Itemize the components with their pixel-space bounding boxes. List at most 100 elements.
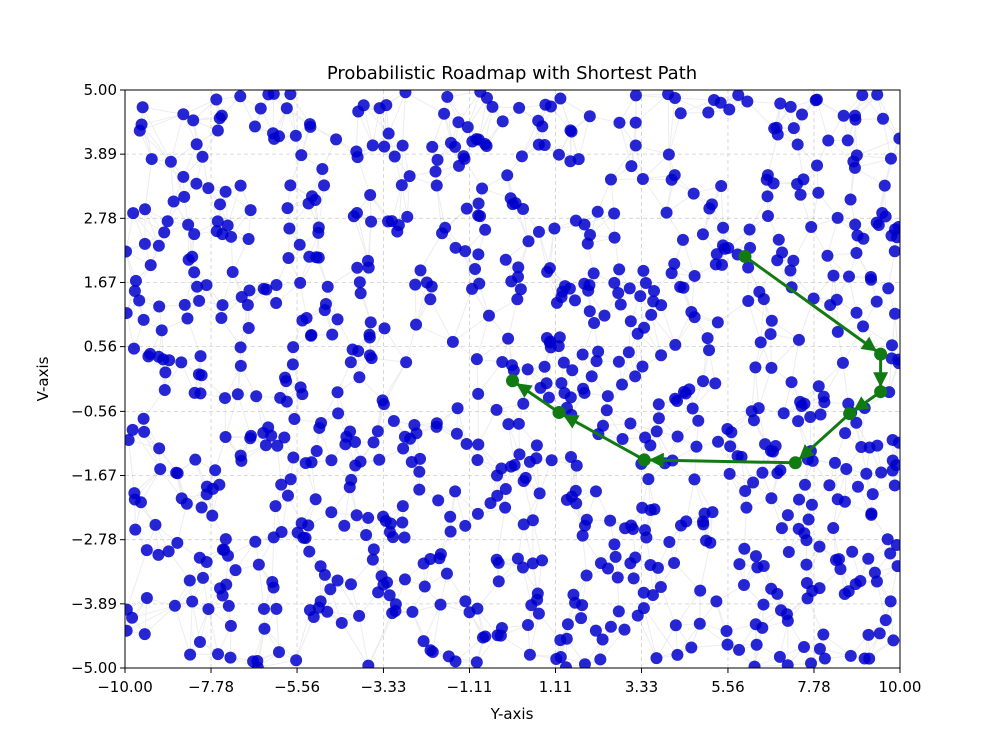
roadmap-node	[331, 313, 344, 326]
roadmap-node	[145, 153, 158, 166]
roadmap-node	[747, 414, 760, 427]
roadmap-node	[517, 397, 530, 410]
roadmap-node	[604, 514, 617, 527]
roadmap-node	[281, 489, 294, 502]
roadmap-node	[290, 654, 303, 667]
roadmap-node	[692, 414, 705, 427]
roadmap-node	[604, 620, 617, 633]
roadmap-node	[865, 507, 878, 520]
roadmap-node	[382, 127, 395, 140]
roadmap-node	[476, 631, 489, 644]
roadmap-node	[554, 92, 567, 105]
roadmap-node	[629, 90, 642, 102]
roadmap-node	[850, 306, 863, 319]
roadmap-node	[142, 350, 155, 363]
roadmap-node	[188, 266, 201, 279]
roadmap-node	[398, 531, 411, 544]
roadmap-node	[884, 152, 897, 165]
roadmap-node	[608, 231, 621, 244]
roadmap-node	[366, 553, 379, 566]
roadmap-node	[715, 180, 728, 193]
roadmap-node	[127, 342, 140, 355]
roadmap-node	[564, 450, 577, 463]
roadmap-node	[512, 417, 525, 430]
roadmap-node	[314, 595, 327, 608]
roadmap-node	[373, 453, 386, 466]
roadmap-node	[406, 605, 419, 618]
roadmap-node	[459, 245, 472, 258]
roadmap-node	[588, 317, 601, 330]
roadmap-node	[741, 95, 754, 108]
roadmap-node	[625, 160, 638, 173]
roadmap-node	[818, 652, 831, 665]
roadmap-node	[125, 307, 133, 320]
roadmap-node	[794, 188, 807, 201]
roadmap-node	[792, 522, 805, 535]
roadmap-node	[800, 558, 813, 571]
roadmap-node	[452, 159, 465, 172]
y-tick-label: 0.56	[84, 338, 117, 356]
roadmap-node	[426, 646, 439, 659]
x-tick-label: −10.00	[97, 678, 153, 696]
roadmap-node	[660, 206, 673, 219]
roadmap-node	[644, 559, 657, 572]
roadmap-node	[532, 114, 545, 127]
roadmap-node	[765, 314, 778, 327]
roadmap-node	[781, 509, 794, 522]
roadmap-node	[505, 460, 518, 473]
roadmap-node	[584, 228, 597, 241]
roadmap-node	[543, 262, 556, 275]
roadmap-node	[669, 619, 682, 632]
roadmap-node	[417, 635, 430, 648]
roadmap-node	[805, 498, 818, 511]
roadmap-node	[231, 388, 244, 401]
roadmap-node	[834, 563, 847, 576]
roadmap-node	[284, 90, 297, 101]
roadmap-node	[754, 336, 767, 349]
roadmap-node	[712, 435, 725, 448]
roadmap-node	[362, 261, 375, 274]
roadmap-node	[224, 619, 237, 632]
roadmap-node	[128, 487, 141, 500]
roadmap-node	[797, 640, 810, 653]
roadmap-node	[842, 270, 855, 283]
roadmap-node	[288, 412, 301, 425]
roadmap-node	[158, 384, 171, 397]
roadmap-node	[177, 108, 190, 121]
roadmap-node	[850, 149, 863, 162]
roadmap-node	[787, 254, 800, 267]
roadmap-node	[181, 312, 194, 325]
roadmap-node	[302, 519, 315, 532]
roadmap-node	[892, 220, 900, 233]
roadmap-node	[714, 96, 727, 109]
roadmap-node	[321, 605, 334, 618]
x-tick-label: −7.78	[188, 678, 234, 696]
roadmap-node	[513, 448, 526, 461]
roadmap-node	[499, 253, 512, 266]
roadmap-node	[580, 569, 593, 582]
roadmap-node	[410, 318, 423, 331]
roadmap-node	[312, 221, 325, 234]
roadmap-node	[523, 648, 536, 661]
roadmap-node	[271, 439, 284, 452]
roadmap-node	[366, 139, 379, 152]
roadmap-node	[802, 513, 815, 526]
roadmap-node	[511, 293, 524, 306]
roadmap-node	[637, 264, 650, 277]
roadmap-node	[460, 437, 473, 450]
roadmap-node	[293, 238, 306, 251]
roadmap-node	[408, 419, 421, 432]
roadmap-node	[646, 589, 659, 602]
roadmap-node	[655, 349, 668, 362]
roadmap-node	[210, 93, 223, 106]
roadmap-node	[214, 198, 227, 211]
roadmap-node	[717, 221, 730, 234]
roadmap-node	[624, 417, 637, 430]
roadmap-node	[330, 133, 343, 146]
x-tick-label: 10.00	[879, 678, 922, 696]
roadmap-node	[813, 642, 826, 655]
roadmap-node	[149, 518, 162, 531]
roadmap-node	[177, 170, 190, 183]
roadmap-node	[519, 471, 532, 484]
roadmap-node	[284, 473, 297, 486]
